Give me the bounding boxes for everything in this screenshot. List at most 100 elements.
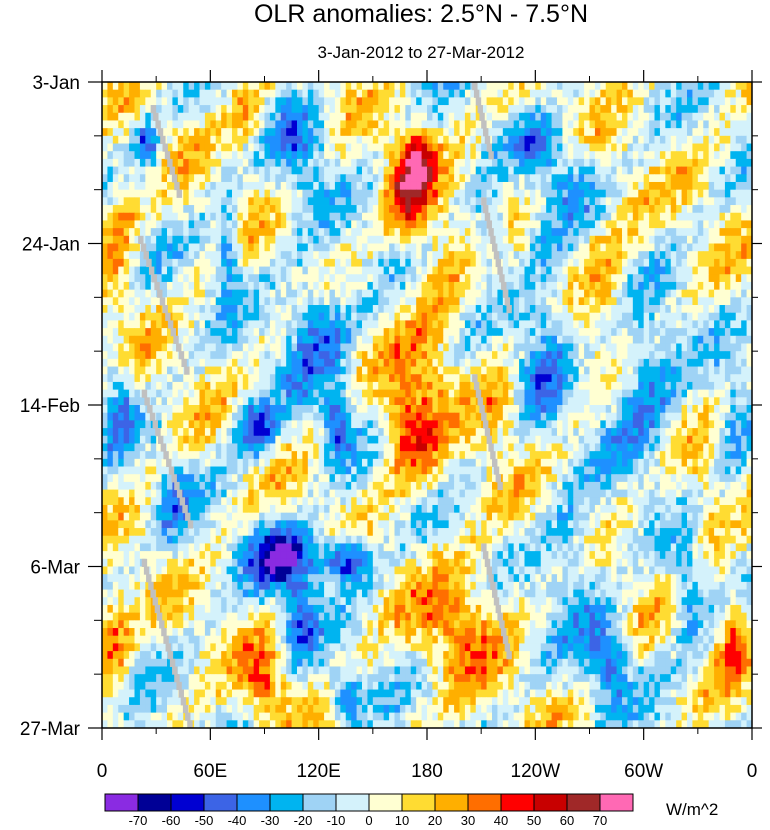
heatmap-cell <box>318 366 325 375</box>
heatmap-cell <box>486 166 493 175</box>
heatmap-cell <box>746 258 753 267</box>
heatmap-cell <box>107 328 114 337</box>
heatmap-cell <box>627 343 634 352</box>
heatmap-cell <box>199 189 206 198</box>
heatmap-cell <box>215 197 222 206</box>
heatmap-cell <box>362 143 368 152</box>
heatmap-cell <box>676 112 682 121</box>
heatmap-cell <box>427 174 433 183</box>
heatmap-cell <box>459 389 466 398</box>
heatmap-cell <box>589 335 596 344</box>
heatmap-cell <box>708 351 715 360</box>
heatmap-cell <box>389 381 395 391</box>
heatmap-cell <box>481 235 487 244</box>
heatmap-cell <box>215 181 222 191</box>
heatmap-cell <box>318 374 325 383</box>
heatmap-cell <box>362 343 368 352</box>
heatmap-cell <box>486 328 493 337</box>
heatmap-cell <box>464 243 471 252</box>
heatmap-cell <box>286 220 292 229</box>
heatmap-cell <box>481 258 487 267</box>
heatmap-cell <box>286 297 292 306</box>
heatmap-cell <box>632 335 639 344</box>
heatmap-cell <box>302 281 309 291</box>
heatmap-cell <box>280 112 287 121</box>
heatmap-cell <box>730 97 737 106</box>
heatmap-cell <box>497 120 504 129</box>
heatmap-cell <box>448 397 455 406</box>
heatmap-cell <box>627 281 634 291</box>
heatmap-cell <box>129 151 135 160</box>
heatmap-cell <box>307 258 314 267</box>
heatmap-cell <box>139 312 146 321</box>
heatmap-cell <box>248 335 255 344</box>
heatmap-cell <box>676 143 682 152</box>
heatmap-cell <box>551 274 558 283</box>
heatmap-cell <box>172 305 179 314</box>
heatmap-cell <box>497 112 504 121</box>
heatmap-cell <box>448 335 455 344</box>
heatmap-cell <box>670 235 677 244</box>
heatmap-cell <box>681 343 688 352</box>
heatmap-cell <box>632 274 639 283</box>
heatmap-cell <box>112 89 119 98</box>
heatmap-cell <box>459 397 466 406</box>
heatmap-cell <box>659 89 666 98</box>
heatmap-cell <box>123 281 130 291</box>
heatmap-cell <box>605 266 612 275</box>
heatmap-cell <box>735 143 742 152</box>
heatmap-cell <box>578 343 585 352</box>
heatmap-cell <box>643 335 650 344</box>
heatmap-cell <box>253 251 260 260</box>
heatmap-cell <box>405 258 412 267</box>
heatmap-cell <box>372 158 379 167</box>
heatmap-cell <box>383 251 390 260</box>
heatmap-cell <box>232 181 238 191</box>
heatmap-cell <box>318 166 325 175</box>
heatmap-cell <box>643 289 650 298</box>
heatmap-cell <box>123 381 130 391</box>
heatmap-cell <box>177 297 184 306</box>
heatmap-cell <box>102 381 108 391</box>
heatmap-cell <box>156 366 162 375</box>
heatmap-cell <box>183 220 190 229</box>
heatmap-cell <box>313 281 320 291</box>
heatmap-cell <box>107 97 114 106</box>
heatmap-cell <box>389 343 395 352</box>
heatmap-cell <box>383 305 390 314</box>
heatmap-cell <box>616 220 623 229</box>
heatmap-cell <box>427 220 433 229</box>
heatmap-cell <box>351 197 357 206</box>
heatmap-cell <box>145 266 152 275</box>
heatmap-cell <box>584 174 590 183</box>
heatmap-cell <box>351 328 357 337</box>
heatmap-cell <box>253 212 260 221</box>
heatmap-cell <box>676 243 682 252</box>
heatmap-cell <box>383 235 390 244</box>
heatmap-cell <box>551 389 558 398</box>
heatmap-cell <box>573 220 580 229</box>
heatmap-cell <box>605 243 612 252</box>
heatmap-cell <box>183 289 190 298</box>
heatmap-cell <box>708 320 715 329</box>
heatmap-cell <box>600 358 607 367</box>
heatmap-cell <box>443 112 450 121</box>
heatmap-cell <box>540 174 547 183</box>
heatmap-cell <box>535 381 542 391</box>
heatmap-cell <box>172 112 179 121</box>
heatmap-cell <box>107 258 114 267</box>
heatmap-cell <box>730 166 737 175</box>
heatmap-cell <box>194 181 200 191</box>
heatmap-cell <box>454 205 460 214</box>
heatmap-cell <box>616 158 623 167</box>
heatmap-cell <box>643 305 650 314</box>
heatmap-cell <box>345 328 352 337</box>
heatmap-cell <box>746 151 753 160</box>
heatmap-cell <box>307 305 314 314</box>
heatmap-cell <box>259 181 265 191</box>
heatmap-cell <box>421 266 428 275</box>
heatmap-cell <box>594 220 601 229</box>
heatmap-cell <box>578 105 585 114</box>
heatmap-cell <box>557 105 563 114</box>
heatmap-cell <box>741 305 747 314</box>
